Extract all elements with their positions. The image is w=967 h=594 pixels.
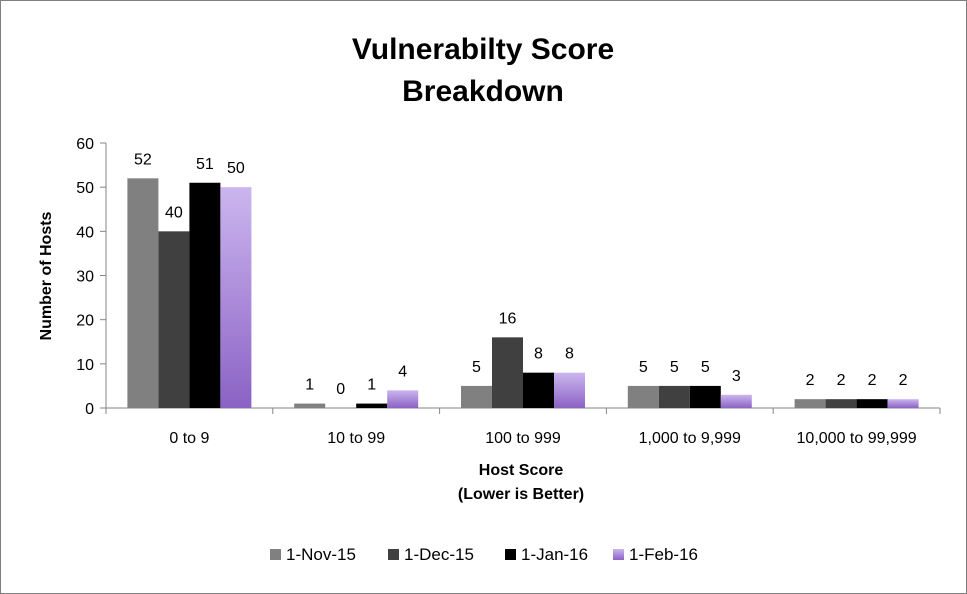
- bar: [189, 182, 221, 408]
- bars: [127, 178, 919, 408]
- legend-swatch: [270, 549, 281, 560]
- x-tick-label: 0 to 9: [169, 430, 209, 447]
- y-tick-label: 10: [76, 357, 94, 374]
- bar-data-label: 3: [732, 368, 741, 385]
- bar-data-label: 8: [534, 346, 543, 363]
- x-tick-label: 10 to 99: [327, 430, 385, 447]
- chart-title-line-1: Vulnerabilty Score: [352, 33, 614, 66]
- legend-swatch: [505, 549, 516, 560]
- x-axis-title-line-1: Host Score: [479, 462, 564, 479]
- bar-data-label: 2: [837, 372, 846, 389]
- bar-data-label: 40: [165, 204, 183, 221]
- legend: 1-Nov-15 1-Dec-15 1-Jan-16 1-Feb-16: [270, 545, 698, 564]
- bar-data-label: 2: [806, 372, 815, 389]
- bar: [627, 385, 659, 408]
- y-tick-label: 50: [76, 180, 94, 197]
- bar: [127, 178, 159, 408]
- legend-swatch: [388, 549, 399, 560]
- bar-data-label: 0: [336, 381, 345, 398]
- x-tick-label: 1,000 to 9,999: [639, 430, 741, 447]
- y-tick-label: 0: [85, 401, 94, 418]
- bar: [689, 385, 721, 408]
- bar-data-label: 50: [227, 160, 245, 177]
- bar: [294, 403, 326, 408]
- bar: [856, 399, 888, 408]
- legend-swatch: [613, 549, 624, 560]
- bar-data-label: 2: [899, 372, 908, 389]
- y-tick-label: 60: [76, 136, 94, 153]
- bar-data-label: 5: [701, 359, 710, 376]
- x-tick-label: 10,000 to 99,999: [797, 430, 917, 447]
- bar-data-label: 5: [472, 359, 481, 376]
- legend-label: 1-Jan-16: [521, 545, 588, 564]
- bar: [554, 372, 585, 408]
- bar-data-label: 1: [305, 377, 314, 394]
- legend-label: 1-Nov-15: [286, 545, 356, 564]
- bar-data-label: 2: [868, 372, 877, 389]
- bar-data-label: 5: [670, 359, 679, 376]
- legend-label: 1-Feb-16: [629, 545, 698, 564]
- bar: [523, 372, 554, 408]
- y-axis-title: Number of Hosts: [38, 211, 55, 340]
- x-axis-title-line-2: (Lower is Better): [458, 486, 584, 503]
- bar: [387, 390, 419, 408]
- bar-data-label: 5: [639, 359, 648, 376]
- bar: [492, 337, 523, 408]
- x-tick-label: 100 to 999: [485, 430, 561, 447]
- bar-data-label: 1: [367, 377, 376, 394]
- chart-title-line-2: Breakdown: [402, 75, 564, 108]
- bar: [461, 385, 492, 408]
- y-tick-label: 30: [76, 269, 94, 286]
- y-tick-label: 20: [76, 313, 94, 330]
- bar: [887, 399, 919, 408]
- legend-label: 1-Dec-15: [404, 545, 474, 564]
- bar: [158, 231, 190, 408]
- bar: [794, 399, 826, 408]
- bar-data-label: 16: [499, 310, 517, 327]
- bar: [658, 385, 690, 408]
- bar-data-label: 51: [196, 156, 214, 173]
- bar: [720, 394, 752, 408]
- bar-data-label: 4: [398, 363, 407, 380]
- bar-data-label: 8: [565, 346, 574, 363]
- bar: [825, 399, 857, 408]
- bar: [356, 403, 388, 408]
- bar-data-label: 52: [134, 151, 152, 168]
- y-tick-label: 40: [76, 224, 94, 241]
- bar: [220, 187, 252, 408]
